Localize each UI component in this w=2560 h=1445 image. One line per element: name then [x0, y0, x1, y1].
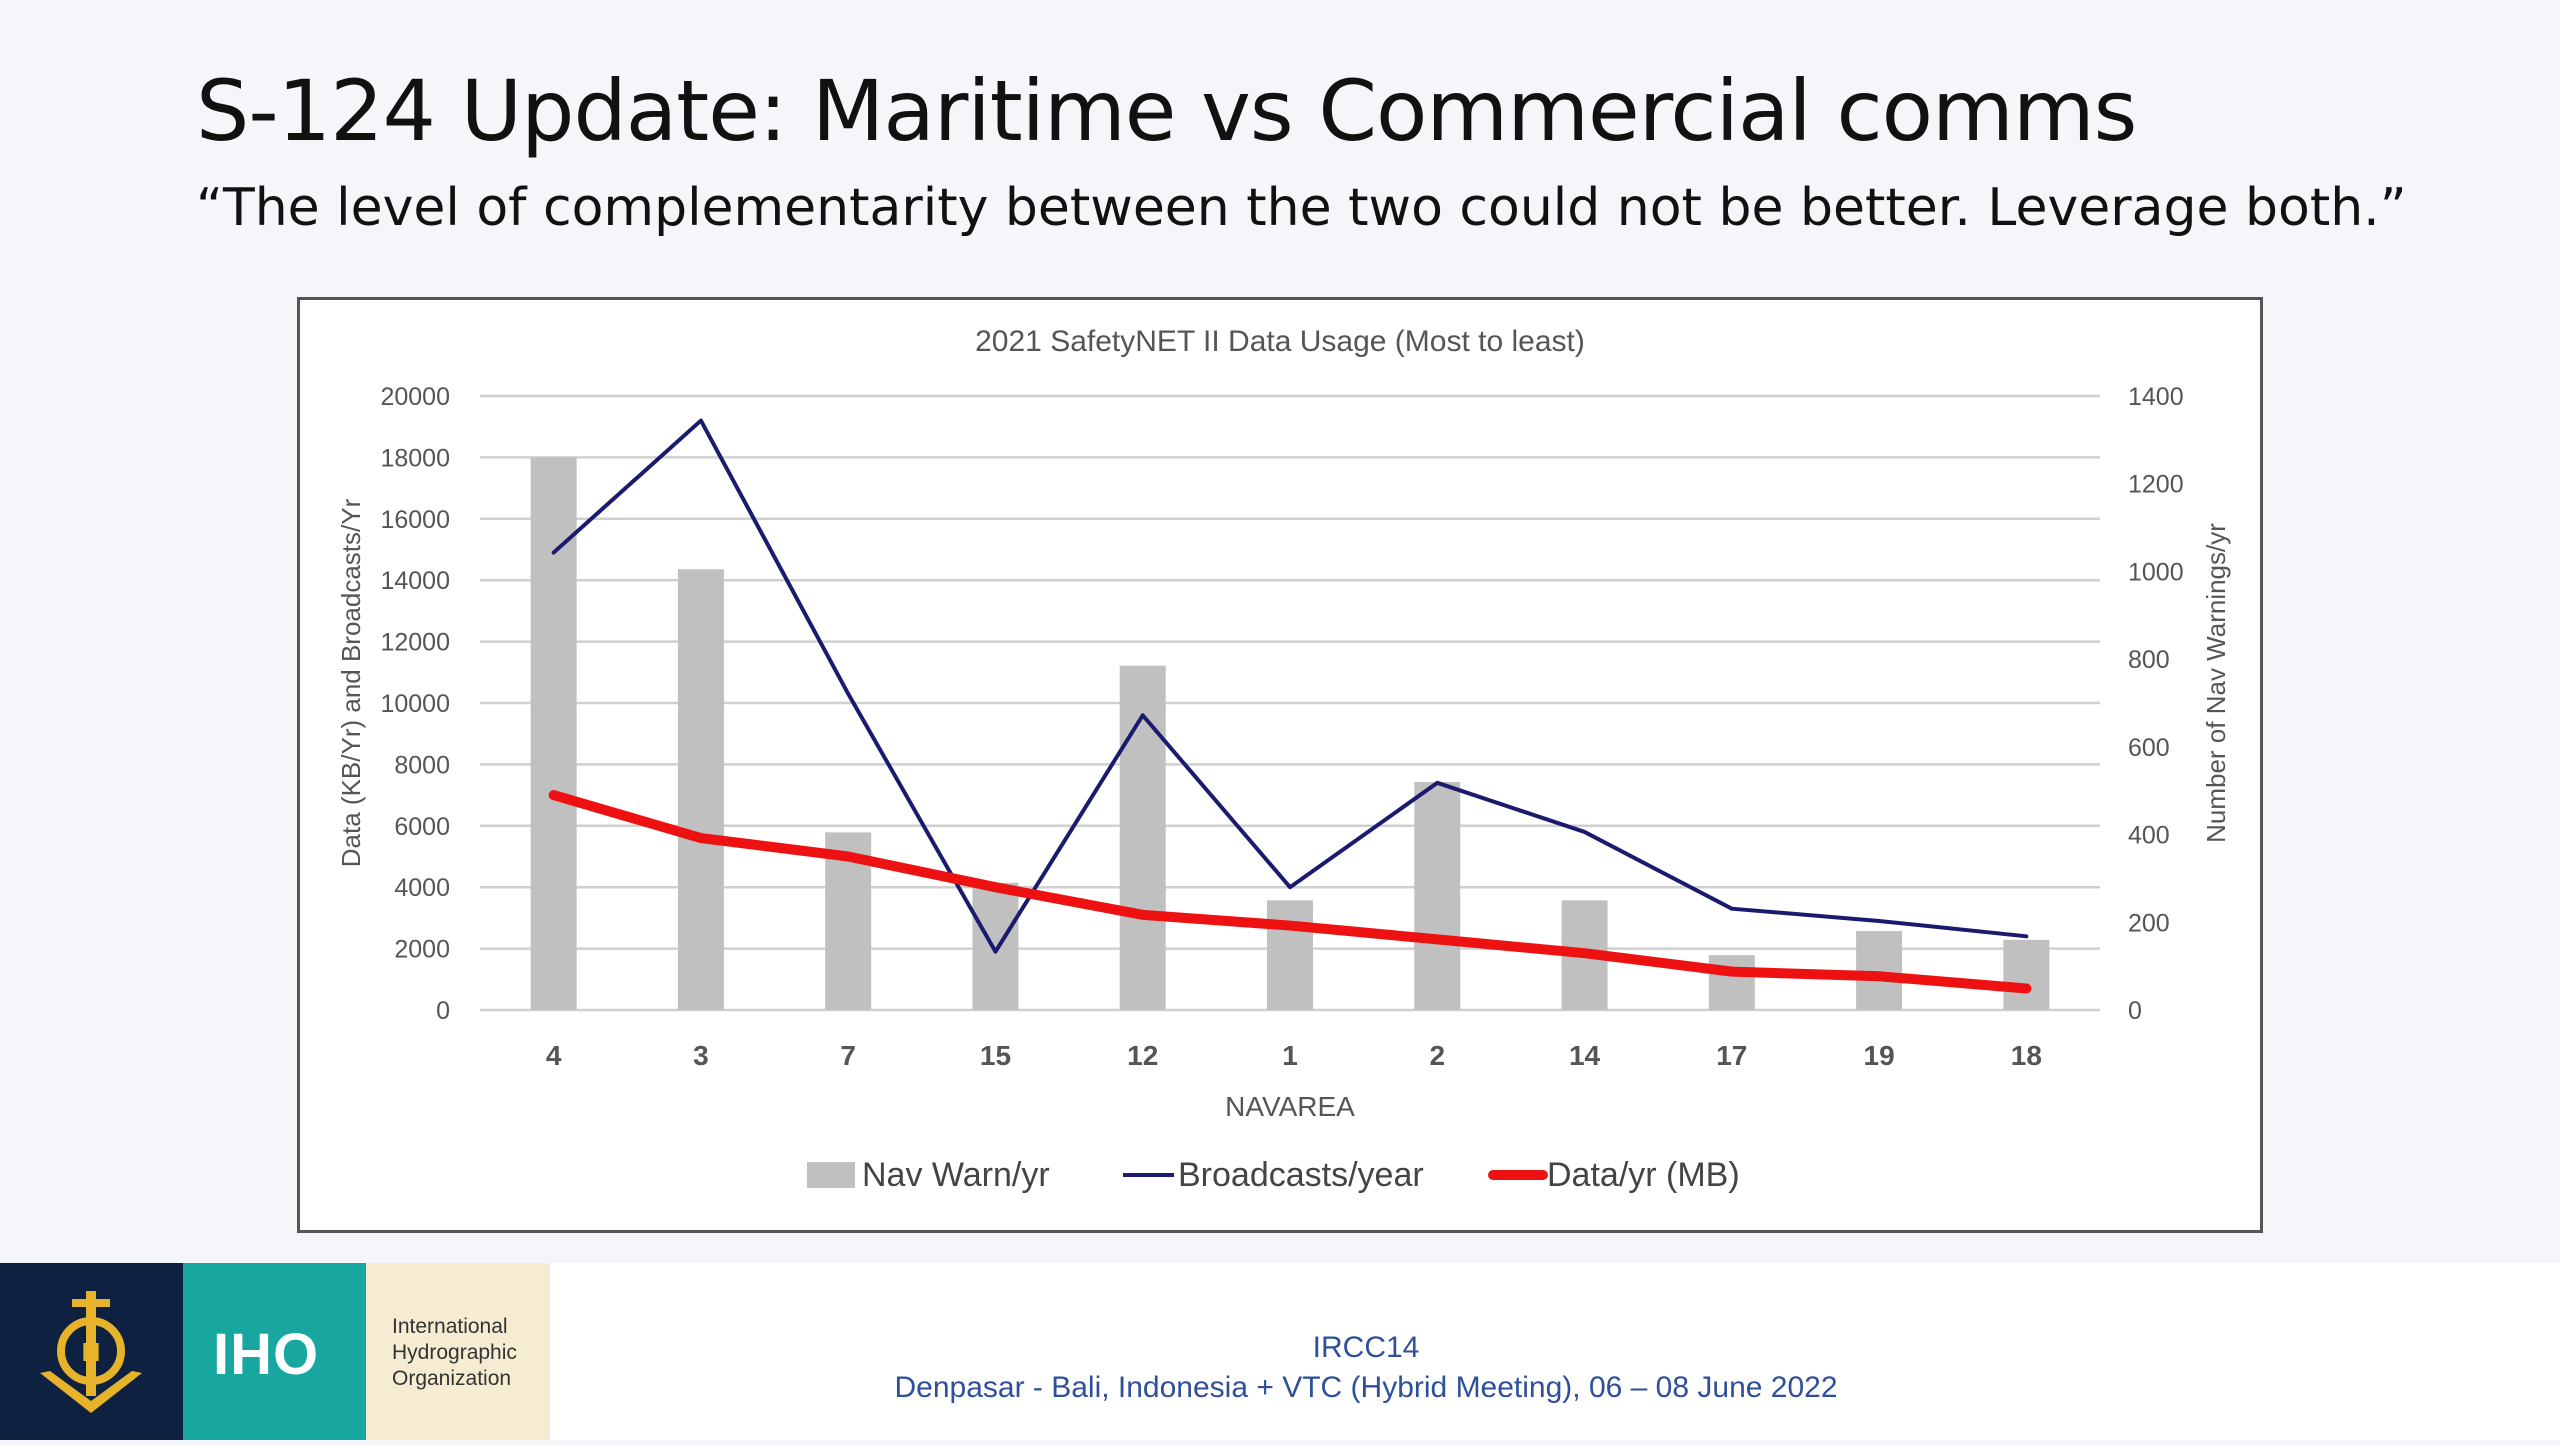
- y-tick-label: 14000: [380, 567, 450, 595]
- iho-logo-text: IHO: [213, 1322, 320, 1387]
- bar-nav-warn: [530, 457, 577, 1010]
- bar-nav-warn: [1708, 955, 1755, 1010]
- line-data-mb-point: [1436, 938, 1438, 940]
- org-name-line: Hydrographic: [392, 1341, 517, 1364]
- line-data-mb-point: [847, 856, 849, 857]
- line-data-mb-point: [1289, 925, 1291, 927]
- bar-nav-warn: [1119, 665, 1166, 1010]
- legend-label-data-mb: Data/yr (MB): [1547, 1156, 1740, 1194]
- footer-meeting: IRCC14: [1312, 1331, 1420, 1364]
- x-tick-label: 17: [1716, 1040, 1747, 1071]
- footer: H IHO International Hydrographic Organiz…: [0, 1263, 2560, 1440]
- line-broadcasts-point: [1878, 920, 1880, 922]
- bar-nav-warn: [1856, 931, 1903, 1010]
- chart-title: 2021 SafetyNET II Data Usage (Most to le…: [975, 325, 1585, 358]
- y-tick-label: 0: [436, 997, 450, 1025]
- y-tick-label: 8000: [394, 751, 450, 779]
- line-layer: [548, 418, 2032, 994]
- line-broadcasts-point: [1142, 714, 1144, 716]
- y-tick-label: 4000: [394, 874, 450, 902]
- iho-emblem: H: [0, 1263, 183, 1440]
- line-broadcasts-point: [1584, 831, 1586, 833]
- x-axis-label: NAVAREA: [1225, 1091, 1355, 1122]
- y2-tick-label: 1000: [2128, 558, 2184, 586]
- line-broadcasts-point: [1289, 886, 1291, 888]
- line-broadcasts: [551, 418, 2029, 954]
- x-tick-label: 2: [1429, 1040, 1445, 1071]
- footer-location: Denpasar - Bali, Indonesia + VTC (Hybrid…: [894, 1371, 1838, 1404]
- x-tick-label: 19: [1864, 1040, 1895, 1071]
- x-tick-label: 12: [1127, 1040, 1158, 1071]
- slide-title: S-124 Update: Maritime vs Commercial com…: [196, 62, 2137, 160]
- anchor-emblem-icon: H: [40, 1291, 142, 1413]
- x-tick-label: 3: [693, 1040, 709, 1071]
- y-tick-label: 10000: [380, 690, 450, 718]
- bar-layer: [530, 457, 2050, 1010]
- line-data-mb-point: [1142, 914, 1144, 916]
- line-broadcasts-point: [1436, 782, 1438, 784]
- bar-nav-warn: [1414, 781, 1461, 1010]
- legend-label-broadcasts: Broadcasts/year: [1178, 1156, 1424, 1194]
- iho-logo: IHO: [183, 1263, 366, 1440]
- line-broadcasts-point: [847, 693, 849, 695]
- x-tick-label: 15: [980, 1040, 1011, 1071]
- chart-svg: 0200040006000800010000120001400016000180…: [336, 325, 2231, 1194]
- line-broadcasts-point: [2025, 935, 2027, 937]
- chart-frame: 0 2000 4000 6000 8000 10000 12000 14000 16000 180…: [297, 297, 2263, 1233]
- axis-layer: 0200040006000800010000120001400016000180…: [380, 383, 2183, 1071]
- y2-tick-label: 800: [2128, 646, 2170, 674]
- x-tick-label: 18: [2011, 1040, 2042, 1071]
- line-data-mb-point: [994, 886, 996, 888]
- y-axis-label: Data (KB/Yr) and Broadcasts/Yr: [336, 498, 366, 867]
- line-broadcasts-point: [553, 552, 555, 554]
- grid-layer: [480, 394, 2100, 1012]
- line-data-mb-point: [1584, 952, 1586, 954]
- org-name-line: Organization: [392, 1367, 512, 1390]
- bar-nav-warn: [677, 569, 724, 1010]
- line-data-mb-point: [1878, 975, 1880, 977]
- slide-subtitle: “The level of complementarity between th…: [196, 178, 2407, 238]
- y2-tick-label: 1200: [2128, 471, 2184, 499]
- line-broadcasts-point: [1731, 908, 1733, 910]
- y2-tick-label: 1400: [2128, 383, 2184, 411]
- bar-nav-warn: [972, 882, 1019, 1010]
- legend: Nav Warn/yr Broadcasts/year Data/yr (MB): [807, 1156, 1740, 1194]
- legend-label-nav-warn: Nav Warn/yr: [862, 1156, 1050, 1194]
- svg-text:H: H: [82, 1337, 101, 1367]
- line-data-mb-point: [2025, 988, 2027, 990]
- y2-tick-label: 0: [2128, 997, 2142, 1025]
- y-tick-label: 16000: [380, 506, 450, 534]
- org-name-block: International Hydrographic Organization: [366, 1263, 550, 1440]
- x-tick-label: 14: [1569, 1040, 1601, 1071]
- bar-nav-warn: [1267, 900, 1313, 1010]
- y-tick-label: 2000: [394, 936, 450, 964]
- y-tick-label: 18000: [380, 444, 450, 472]
- y2-axis-label: Number of Nav Warnings/yr: [2201, 523, 2231, 843]
- x-tick-label: 7: [840, 1040, 856, 1071]
- y2-tick-label: 400: [2128, 822, 2170, 850]
- line-data-mb-point: [700, 837, 702, 839]
- line-data-mb-point: [1731, 971, 1733, 973]
- legend-swatch-nav-warn: [807, 1162, 855, 1188]
- y2-tick-label: 200: [2128, 909, 2170, 937]
- line-broadcasts-point: [994, 951, 996, 953]
- x-tick-label: 4: [546, 1040, 562, 1071]
- y-tick-label: 20000: [380, 383, 450, 411]
- line-data-mb-point: [553, 794, 555, 796]
- x-tick-label: 1: [1282, 1040, 1298, 1071]
- y-tick-label: 6000: [394, 813, 450, 841]
- bar-nav-warn: [2003, 939, 2050, 1010]
- org-name-line: International: [392, 1315, 508, 1338]
- line-broadcasts-point: [700, 420, 702, 422]
- y2-tick-label: 600: [2128, 734, 2170, 762]
- y-tick-label: 12000: [380, 629, 450, 657]
